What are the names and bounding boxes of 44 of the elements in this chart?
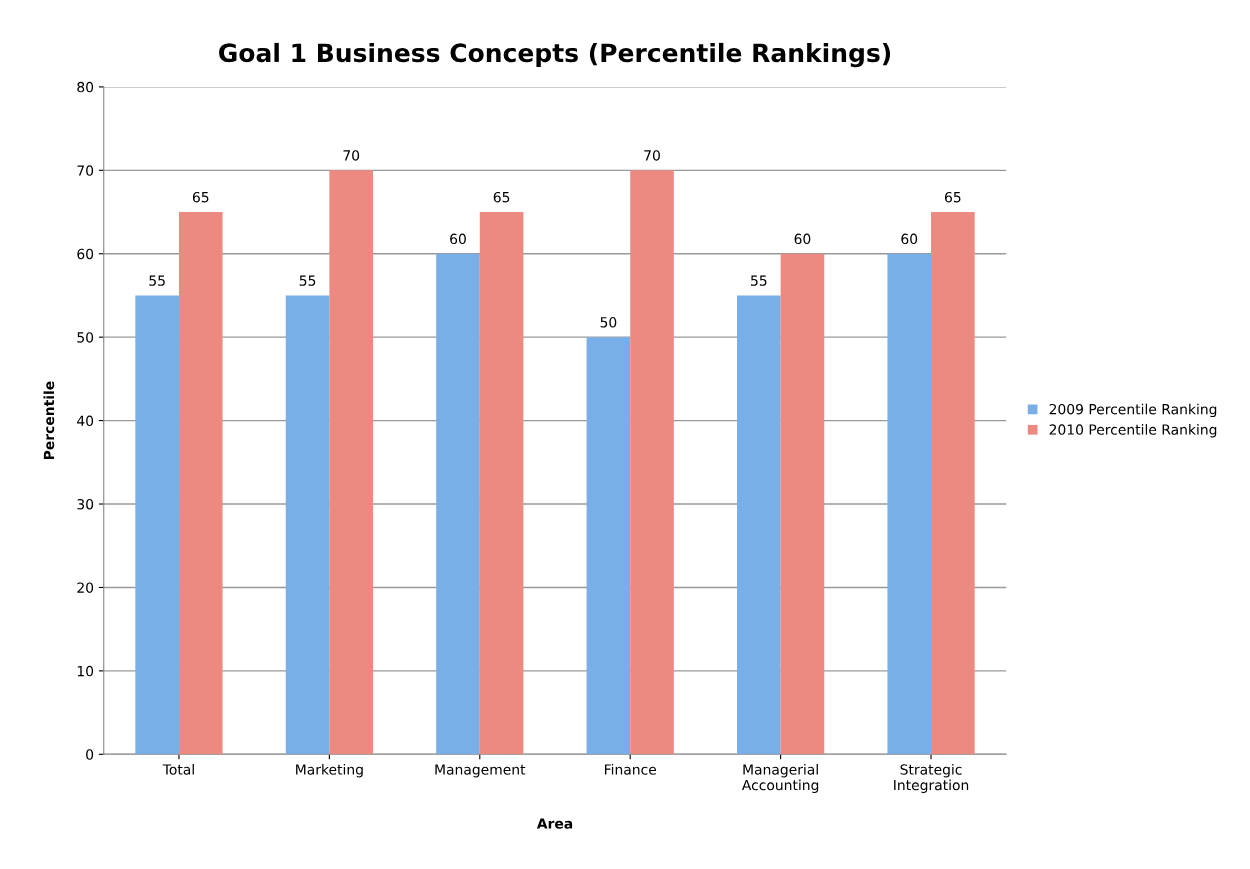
bar <box>931 212 975 755</box>
bar <box>178 212 223 755</box>
bar <box>586 337 631 755</box>
x-tick-label: Management <box>435 764 526 778</box>
bar <box>436 253 480 755</box>
legend-label: 2010 Percentile Ranking <box>1049 424 1217 438</box>
data-label: 60 <box>901 233 918 245</box>
y-tick-label: 10 <box>77 665 94 677</box>
data-label: 65 <box>493 191 510 203</box>
y-tick-label: 80 <box>77 81 94 93</box>
x-tick-label: Finance <box>605 764 657 775</box>
y-tick-label: 20 <box>77 582 94 593</box>
chart-title: Goal 1 Business Concepts (Percentile Rankings) <box>219 42 891 68</box>
y-tick-label: 60 <box>77 248 94 260</box>
data-label: 55 <box>149 275 165 286</box>
y-tick-label: 70 <box>77 165 94 176</box>
data-label: 60 <box>450 233 466 245</box>
y-axis-title: Percentile <box>43 381 55 460</box>
y-tick-label: 40 <box>77 415 94 427</box>
bar <box>780 253 825 755</box>
legend-label: 2009 Percentile Ranking <box>1049 403 1217 418</box>
bar <box>479 212 524 755</box>
data-label: 60 <box>794 233 811 245</box>
bar <box>887 253 932 755</box>
data-label: 65 <box>944 191 961 203</box>
x-axis-title: Area <box>536 818 573 829</box>
y-tick-label: 30 <box>77 498 94 510</box>
bar <box>630 170 674 755</box>
data-label: 55 <box>299 275 316 286</box>
x-tick-label: Total <box>162 764 194 775</box>
bar <box>737 295 781 755</box>
y-tick-label: 50 <box>77 332 94 343</box>
data-label: 70 <box>343 150 360 161</box>
data-label: 55 <box>751 275 767 286</box>
x-tick-label: Strategic Integration <box>894 764 969 794</box>
data-label: 70 <box>644 150 660 161</box>
bar <box>135 295 179 755</box>
x-tick-label: Managerial Accounting <box>741 764 819 794</box>
bar <box>285 295 330 755</box>
x-tick-label: Marketing <box>296 764 363 778</box>
data-label: 65 <box>192 191 209 203</box>
bar <box>329 170 373 755</box>
y-tick-label: 0 <box>86 749 94 760</box>
data-label: 50 <box>600 317 617 328</box>
